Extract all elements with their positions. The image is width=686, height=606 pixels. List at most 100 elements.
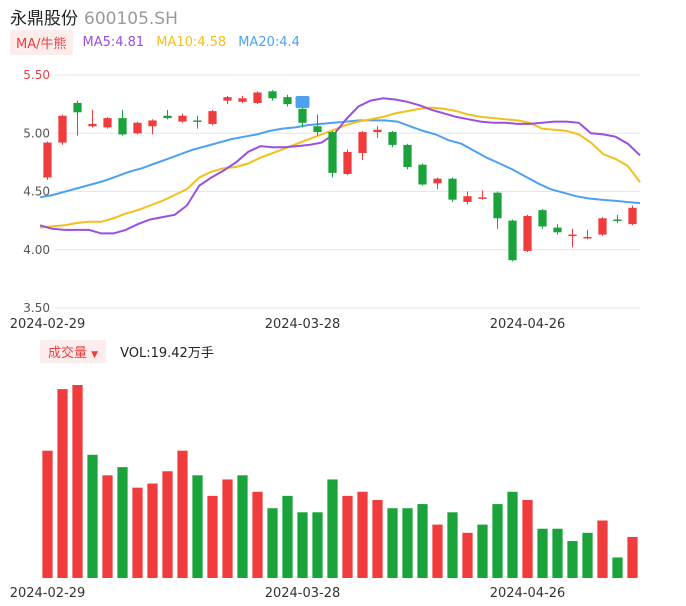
candle-body	[328, 132, 337, 173]
volume-legend: 成交量 ▼ VOL:19.42万手	[40, 339, 214, 363]
candle-body	[178, 115, 187, 122]
candle-body	[103, 118, 112, 128]
volume-bar	[117, 467, 128, 578]
ma20-value: MA20:4.4	[238, 34, 300, 50]
x-date-label: 2024-02-29	[10, 317, 86, 332]
y-tick-label: 5.00	[23, 126, 50, 140]
volume-indicator-toggle[interactable]: 成交量 ▼	[40, 339, 107, 363]
y-tick-label: 5.50	[23, 68, 50, 82]
volume-bar	[162, 471, 173, 578]
candle-body	[118, 118, 127, 135]
volume-bar	[237, 475, 248, 578]
candle-body	[343, 151, 352, 175]
news-marker-icon[interactable]	[295, 96, 310, 108]
volume-bar	[147, 483, 158, 578]
candle-body	[298, 108, 307, 123]
volume-bar	[492, 504, 503, 578]
ma-legend: MA/牛熊 MA5:4.81 MA10:4.58 MA20:4.4	[10, 29, 312, 55]
volume-bar	[357, 491, 368, 578]
volume-bar	[612, 557, 623, 578]
volume-bar	[627, 536, 638, 578]
stock-code: 600105.SH	[84, 9, 178, 29]
volume-bar	[582, 532, 593, 578]
candle-body	[358, 132, 367, 154]
chevron-down-icon: ▼	[91, 349, 99, 360]
stock-name: 永鼎股份	[10, 9, 78, 29]
candle-body	[628, 207, 637, 225]
volume-bar	[282, 495, 293, 578]
volume-bar	[42, 450, 53, 578]
candle-body	[433, 178, 442, 184]
stock-header: 永鼎股份 600105.SH	[10, 4, 178, 29]
volume-bar	[552, 528, 563, 578]
candle-body	[163, 115, 172, 119]
candle-body	[88, 123, 97, 127]
volume-bar	[327, 479, 338, 578]
ma10-value: MA10:4.58	[156, 34, 227, 50]
candle-body	[373, 129, 382, 133]
candle-body	[493, 192, 502, 219]
candle-body	[208, 111, 217, 124]
price-chart[interactable]: 5.50 5.00 4.50 4.00 3.50 2024-02-29 2024-03-28…	[0, 0, 686, 340]
volume-bar	[252, 491, 263, 578]
volume-bar	[87, 454, 98, 578]
volume-bar	[597, 520, 608, 578]
candle-body	[223, 97, 232, 101]
volume-bar	[372, 499, 383, 578]
candle-body	[133, 122, 142, 134]
volume-bar	[477, 524, 488, 578]
x-date-label: 2024-04-26	[490, 586, 566, 601]
candle-body	[388, 132, 397, 145]
candle-body	[43, 142, 52, 178]
volume-bar	[267, 508, 278, 578]
candle-body	[283, 97, 292, 105]
volume-bar	[312, 512, 323, 578]
volume-bar	[177, 450, 188, 578]
candle-body	[253, 92, 262, 103]
candle-body	[268, 91, 277, 99]
volume-value: VOL:19.42万手	[120, 345, 214, 361]
candle-body	[148, 120, 157, 127]
candle-body	[418, 164, 427, 185]
y-tick-label: 4.50	[23, 185, 50, 199]
x-date-label: 2024-02-29	[10, 586, 86, 601]
candle-body	[538, 210, 547, 227]
candle-body	[193, 120, 202, 122]
volume-bar	[417, 504, 428, 578]
ma5-value: MA5:4.81	[82, 34, 145, 50]
x-date-label: 2024-03-28	[265, 586, 341, 601]
ma5-line	[39, 97, 641, 235]
candle-body	[403, 144, 412, 168]
volume-bar	[72, 385, 83, 578]
volume-bar	[387, 508, 398, 578]
volume-bar	[297, 512, 308, 578]
candle-body	[523, 215, 532, 251]
candle-body	[448, 178, 457, 200]
volume-bar	[207, 495, 218, 578]
candle-body	[553, 227, 562, 233]
volume-toggle-label: 成交量	[48, 345, 88, 361]
y-tick-label: 4.00	[23, 243, 50, 257]
volume-bar	[222, 479, 233, 578]
candle-body	[598, 218, 607, 235]
candle-body	[508, 220, 517, 261]
volume-bar	[192, 475, 203, 578]
volume-bar	[402, 508, 413, 578]
volume-bar	[522, 499, 533, 578]
y-tick-label: 3.50	[23, 301, 50, 315]
x-date-label: 2024-04-26	[490, 317, 566, 332]
ma-indicator-toggle[interactable]: MA/牛熊	[10, 29, 73, 55]
volume-bar	[342, 495, 353, 578]
volume-bar	[567, 541, 578, 578]
volume-bar	[537, 528, 548, 578]
candle-body	[73, 102, 82, 113]
volume-bar	[507, 491, 518, 578]
volume-bar	[432, 524, 443, 578]
volume-bar	[57, 389, 68, 578]
candle-body	[313, 126, 322, 133]
candle-body	[613, 219, 622, 221]
candle-body	[58, 115, 67, 143]
volume-bar	[462, 532, 473, 578]
volume-bar	[132, 487, 143, 578]
volume-bar	[102, 475, 113, 578]
